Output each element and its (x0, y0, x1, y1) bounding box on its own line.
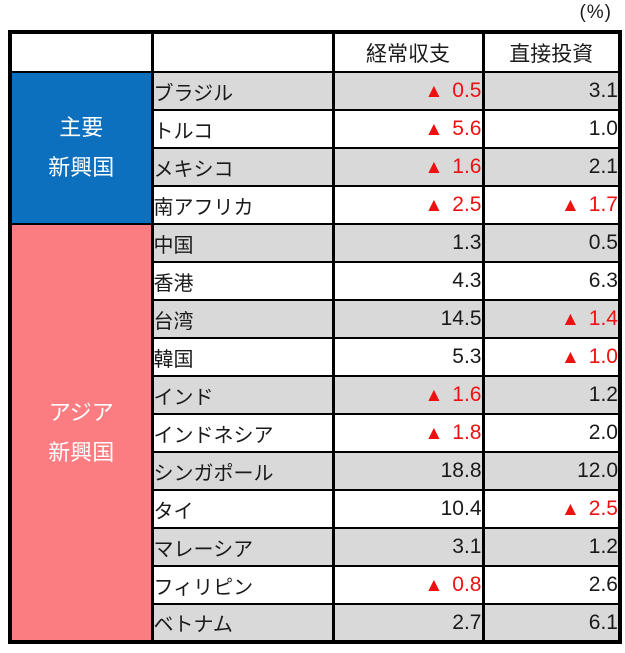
table-row: インドネシア ▲ 1.8 2.0 (10, 413, 621, 453)
negative-triangle-icon: ▲ (560, 347, 580, 368)
negative-triangle-icon: ▲ (424, 81, 444, 102)
direct-investment-value: 6.3 (481, 261, 621, 301)
table-row: トルコ ▲ 5.6 1.0 (10, 109, 621, 149)
direct-investment-value: ▲ 1.0 (481, 337, 621, 377)
current-account-value: 18.8 (331, 451, 484, 491)
negative-triangle-icon: ▲ (424, 157, 444, 178)
group-label-line: アジア (48, 399, 114, 425)
current-account-value: ▲ 5.6 (331, 109, 484, 149)
direct-investment-value: 2.6 (481, 565, 621, 605)
country-label: マレーシア (150, 527, 334, 567)
current-account-value: 2.7 (331, 603, 484, 643)
negative-triangle-icon: ▲ (424, 385, 444, 406)
table-row: シンガポール 18.8 12.0 (10, 451, 621, 491)
table-row: アジア 新興国 中国 1.3 0.5 (9, 223, 621, 643)
direct-investment-value: 6.1 (481, 603, 621, 643)
country-label: 香港 (150, 261, 334, 301)
country-label: メキシコ (150, 147, 334, 187)
current-account-value: ▲ 1.6 (331, 375, 484, 415)
unit-label: (%) (579, 2, 612, 23)
direct-investment-value: 1.2 (481, 375, 621, 415)
country-label: インド (150, 375, 334, 415)
country-label: ベトナム (150, 603, 334, 643)
direct-investment-value: ▲ 1.7 (481, 185, 621, 225)
negative-triangle-icon: ▲ (424, 195, 444, 216)
table-row: 南アフリカ ▲ 2.5 ▲ 1.7 (10, 185, 621, 225)
current-account-value: 1.3 (331, 223, 484, 263)
direct-investment-value: ▲ 2.5 (481, 489, 621, 529)
direct-investment-value: 1.0 (481, 109, 621, 149)
direct-investment-value: 2.0 (481, 413, 621, 453)
group-label-line: 新興国 (48, 439, 115, 465)
current-account-value: 3.1 (331, 527, 484, 567)
header-row: 経常収支 直接投資 (9, 31, 621, 73)
negative-triangle-icon: ▲ (560, 195, 580, 216)
group-label-1: アジア 新興国 (9, 223, 153, 643)
country-label: タイ (150, 489, 334, 529)
table-row: 台湾 14.5 ▲ 1.4 (10, 299, 621, 339)
direct-investment-value: 3.1 (481, 71, 621, 111)
current-account-value: ▲ 2.5 (331, 185, 484, 225)
country-label: 台湾 (150, 299, 334, 339)
country-label: シンガポール (150, 451, 334, 491)
country-label: インドネシア (150, 413, 334, 453)
table-row: マレーシア 3.1 1.2 (10, 527, 621, 567)
table-row: メキシコ ▲ 1.6 2.1 (10, 147, 621, 187)
current-account-value: ▲ 1.6 (331, 147, 484, 187)
country-label: ブラジル (150, 71, 334, 111)
country-label: トルコ (150, 109, 334, 149)
current-account-value: ▲ 0.5 (331, 71, 484, 111)
header-empty-country (150, 31, 334, 73)
negative-triangle-icon: ▲ (424, 119, 444, 140)
group-label-0: 主要 新興国 (9, 71, 153, 225)
emerging-markets-table: 経常収支 直接投資 主要 新興国 ブラジル ▲ 0.5 3.1 トルコ ▲ 5.6 1.0 メキシコ… (8, 30, 622, 644)
table-row: インド ▲ 1.6 1.2 (10, 375, 621, 415)
current-account-value: 5.3 (331, 337, 484, 377)
negative-triangle-icon: ▲ (424, 423, 444, 444)
country-label: フィリピン (150, 565, 334, 605)
current-account-value: 14.5 (331, 299, 484, 339)
direct-investment-value: 12.0 (481, 451, 621, 491)
negative-triangle-icon: ▲ (424, 575, 444, 596)
table-body: 主要 新興国 ブラジル ▲ 0.5 3.1 トルコ ▲ 5.6 1.0 メキシコ ▲ 1.6 2.1 南アフ… (9, 71, 621, 643)
direct-investment-value: 2.1 (481, 147, 621, 187)
current-account-value: 4.3 (331, 261, 484, 301)
country-label: 中国 (150, 223, 334, 263)
current-account-value: 10.4 (331, 489, 484, 529)
country-label: 韓国 (150, 337, 334, 377)
group-label-line: 主要 (59, 115, 104, 140)
negative-triangle-icon: ▲ (560, 309, 580, 330)
table-row: 韓国 5.3 ▲ 1.0 (10, 337, 621, 377)
direct-investment-value: ▲ 1.4 (481, 299, 621, 339)
table-row: フィリピン ▲ 0.8 2.6 (10, 565, 621, 605)
table-row: 主要 新興国 ブラジル ▲ 0.5 3.1 (9, 71, 621, 225)
table-row: ベトナム 2.7 6.1 (10, 603, 621, 643)
negative-triangle-icon: ▲ (560, 499, 580, 520)
table-row: タイ 10.4 ▲ 2.5 (10, 489, 621, 529)
current-account-value: ▲ 0.8 (331, 565, 484, 605)
group-label-line: 新興国 (48, 155, 115, 180)
header-empty-group (9, 31, 153, 73)
direct-investment-value: 0.5 (481, 223, 621, 263)
table-row: 香港 4.3 6.3 (10, 261, 621, 301)
column-header-direct-investment: 直接投資 (481, 31, 621, 73)
direct-investment-value: 1.2 (481, 527, 621, 567)
current-account-value: ▲ 1.8 (331, 413, 484, 453)
column-header-current-account: 経常収支 (331, 31, 484, 73)
country-label: 南アフリカ (150, 185, 334, 225)
